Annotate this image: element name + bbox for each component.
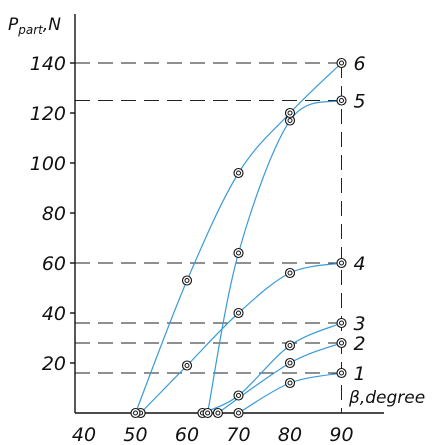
- data-point-outer: [336, 95, 347, 106]
- data-point-inner: [339, 260, 344, 266]
- data-point: [181, 275, 193, 286]
- data-point-outer: [336, 367, 347, 379]
- data-point-inner: [184, 363, 190, 368]
- data-point-outer: [181, 360, 193, 371]
- data-point-inner: [215, 410, 221, 416]
- y-tick-label-60: 60: [42, 253, 66, 275]
- data-point-outer: [336, 317, 347, 329]
- data-point-inner: [339, 320, 344, 326]
- data-point-outer: [202, 407, 213, 419]
- data-point-outer: [284, 267, 296, 279]
- data-point-outer: [336, 257, 347, 269]
- series-label-1: 1: [354, 363, 366, 385]
- data-point-outer: [284, 377, 296, 389]
- data-point-outer: [233, 407, 244, 419]
- series-label-4: 4: [354, 253, 366, 275]
- data-point-outer: [233, 167, 244, 179]
- data-point-inner: [236, 250, 241, 256]
- data-point: [336, 317, 347, 329]
- y-tick-label-20: 20: [42, 353, 66, 375]
- data-point-outer: [284, 357, 296, 369]
- data-point: [284, 377, 296, 389]
- data-point-outer: [233, 307, 244, 319]
- data-point-inner: [339, 98, 344, 103]
- data-point-outer: [212, 407, 223, 419]
- data-point-inner: [287, 380, 293, 386]
- data-point-inner: [236, 170, 241, 176]
- data-point-inner: [205, 410, 211, 416]
- y-axis-title-unit: ,N: [43, 15, 61, 35]
- data-point: [202, 407, 213, 419]
- data-point: [233, 247, 244, 259]
- data-point: [284, 107, 296, 119]
- x-tick-label-70: 70: [226, 424, 250, 445]
- data-point-inner: [236, 393, 241, 398]
- data-point-inner: [287, 360, 293, 366]
- data-point: [181, 360, 193, 371]
- data-point-inner: [287, 110, 293, 116]
- data-points: [130, 57, 347, 419]
- series-curves: [134, 62, 342, 414]
- data-point: [336, 367, 347, 379]
- series-curve-5: [207, 99, 342, 414]
- series-label-5: 5: [354, 91, 366, 113]
- tick-labels: 40 50 60 70 80 90 20 40 60 80 100 120 140: [30, 53, 354, 445]
- data-point: [233, 390, 244, 401]
- data-point: [212, 407, 223, 419]
- x-tick-label-40: 40: [72, 424, 96, 445]
- series-curve-6: [134, 62, 342, 414]
- data-point-inner: [287, 270, 293, 276]
- data-point-outer: [233, 390, 244, 401]
- data-point-inner: [287, 118, 293, 123]
- data-point-inner: [236, 410, 241, 416]
- data-point: [336, 337, 347, 349]
- y-tick-label-100: 100: [30, 153, 66, 175]
- data-point-inner: [184, 278, 190, 283]
- data-point-outer: [336, 337, 347, 349]
- data-point: [233, 307, 244, 319]
- y-tick-label-40: 40: [42, 303, 66, 325]
- y-axis-title-subscript: part: [17, 23, 44, 37]
- data-point: [233, 407, 244, 419]
- data-point-outer: [336, 57, 347, 69]
- data-point-inner: [133, 410, 138, 416]
- x-axis-title: β,degree: [348, 388, 425, 408]
- data-point-outer: [130, 407, 141, 419]
- y-axis-title-main: P: [8, 15, 19, 35]
- data-point-inner: [339, 370, 344, 376]
- data-point: [336, 257, 347, 269]
- series-label-3: 3: [354, 313, 366, 335]
- data-point-outer: [233, 247, 244, 259]
- data-point-outer: [181, 275, 193, 286]
- data-point-inner: [339, 340, 344, 346]
- data-point-inner: [339, 60, 344, 66]
- series-label-2: 2: [354, 333, 366, 355]
- series-curve-3: [202, 322, 342, 414]
- series-curve-4: [140, 262, 342, 414]
- series-label-6: 6: [354, 53, 366, 75]
- data-point: [284, 340, 296, 351]
- data-point-outer: [284, 340, 296, 351]
- y-axis-title: Ppart,N: [8, 15, 61, 37]
- data-point: [233, 167, 244, 179]
- y-tick-label-140: 140: [30, 53, 66, 75]
- x-tick-label-90: 90: [329, 424, 353, 445]
- data-point-inner: [287, 343, 293, 348]
- x-tick-label-80: 80: [278, 424, 302, 445]
- x-tick-label-50: 50: [123, 424, 147, 445]
- axes: [74, 14, 384, 414]
- y-tick-label-80: 80: [42, 203, 66, 225]
- data-point-inner: [236, 310, 241, 316]
- data-point-outer: [284, 107, 296, 119]
- data-point: [284, 357, 296, 369]
- data-point: [284, 267, 296, 279]
- data-point: [336, 95, 347, 106]
- y-tick-label-120: 120: [30, 103, 66, 125]
- x-tick-label-60: 60: [175, 424, 199, 445]
- data-point: [130, 407, 141, 419]
- guide-lines: [75, 62, 342, 374]
- data-point: [336, 57, 347, 69]
